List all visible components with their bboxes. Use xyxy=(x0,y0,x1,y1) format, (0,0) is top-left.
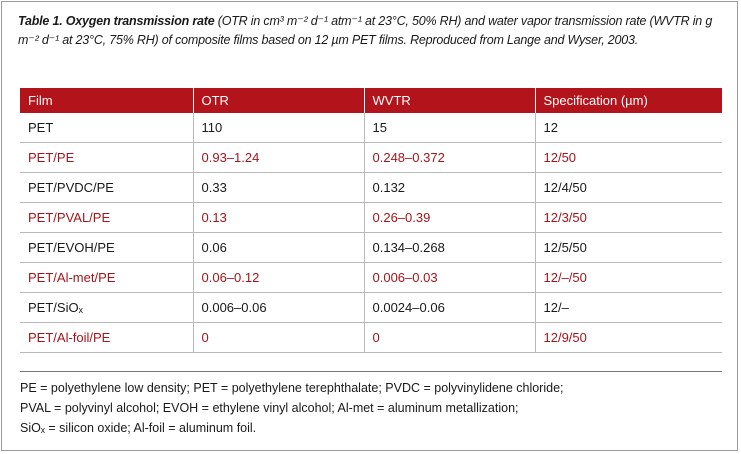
table-cell: PET xyxy=(20,113,194,143)
table-cell: 15 xyxy=(364,113,536,143)
table-cell: PET/SiOₓ xyxy=(20,292,194,323)
table-cell: 12/–/50 xyxy=(535,262,722,293)
table-cell: 0.132 xyxy=(364,172,536,203)
header-cell: Film xyxy=(20,88,194,113)
table-cell: 12 xyxy=(535,113,722,143)
table-cell: 0.93–1.24 xyxy=(193,142,365,173)
table-cell: 0.134–0.268 xyxy=(364,232,536,263)
header-cell: Specification (µm) xyxy=(535,88,722,113)
header-row: Film OTR WVTR Specification (µm) xyxy=(20,88,722,113)
table-cell: 0.0024–0.06 xyxy=(364,292,536,323)
table-row: PET/PVAL/PE 0.13 0.26–0.39 12/3/50 xyxy=(20,202,722,233)
table-body: PET 110 15 12 PET/PE 0.93–1.24 0.248–0.372 12/5… xyxy=(20,113,722,353)
table-cell: 12/50 xyxy=(535,142,722,173)
footnote-line: SiOₓ = silicon oxide; Al-foil = aluminum… xyxy=(20,421,257,435)
table-cell: 12/4/50 xyxy=(535,172,722,203)
divider xyxy=(20,371,722,372)
footnote: PE = polyethylene low density; PET = pol… xyxy=(20,378,722,438)
table-cell: PET/Al-met/PE xyxy=(20,262,194,293)
caption: Table 1. Oxygen transmission rate (OTR i… xyxy=(18,12,718,50)
table-cell: 0.13 xyxy=(193,202,365,233)
header-cell: WVTR xyxy=(364,88,536,113)
table-cell: 0.006–0.03 xyxy=(364,262,536,293)
table-cell: PET/PE xyxy=(20,142,194,173)
table-cell: 12/5/50 xyxy=(535,232,722,263)
table-row: PET/PE 0.93–1.24 0.248–0.372 12/50 xyxy=(20,142,722,173)
table-row: PET/Al-met/PE 0.06–0.12 0.006–0.03 12/–/50 xyxy=(20,262,722,293)
data-table: Film OTR WVTR Specification (µm) PET 110 15 12… xyxy=(20,88,722,353)
caption-label: Table 1. Oxygen transmission rate xyxy=(18,14,215,28)
table-cell: 12/3/50 xyxy=(535,202,722,233)
table-cell: PET/EVOH/PE xyxy=(20,232,194,263)
table-cell: 0.06–0.12 xyxy=(193,262,365,293)
table-cell: 0.248–0.372 xyxy=(364,142,536,173)
table-cell: PET/PVDC/PE xyxy=(20,172,194,203)
table-row: PET/Al-foil/PE 0 0 12/9/50 xyxy=(20,322,722,353)
table-cell: 0.06 xyxy=(193,232,365,263)
table-cell: 110 xyxy=(193,113,365,143)
header-cell: OTR xyxy=(193,88,365,113)
table-cell: 0.006–0.06 xyxy=(193,292,365,323)
table-row: PET/SiOₓ 0.006–0.06 0.0024–0.06 12/– xyxy=(20,292,722,323)
table-cell: PET/Al-foil/PE xyxy=(20,322,194,353)
footnote-line: PE = polyethylene low density; PET = pol… xyxy=(20,381,564,395)
table-cell: 0 xyxy=(364,322,536,353)
caption-text: (OTR in cm³ m⁻² d⁻¹ atm⁻¹ at 23°C, 50% R… xyxy=(18,14,713,47)
table-cell: 12/– xyxy=(535,292,722,323)
table-cell: 0 xyxy=(193,322,365,353)
table-row: PET/PVDC/PE 0.33 0.132 12/4/50 xyxy=(20,172,722,203)
table-cell: 0.33 xyxy=(193,172,365,203)
table-row: PET 110 15 12 xyxy=(20,113,722,143)
table-cell: 0.26–0.39 xyxy=(364,202,536,233)
table-cell: PET/PVAL/PE xyxy=(20,202,194,233)
table-cell: 12/9/50 xyxy=(535,322,722,353)
table-row: PET/EVOH/PE 0.06 0.134–0.268 12/5/50 xyxy=(20,232,722,263)
footnote-line: PVAL = polyvinyl alcohol; EVOH = ethylen… xyxy=(20,401,519,415)
